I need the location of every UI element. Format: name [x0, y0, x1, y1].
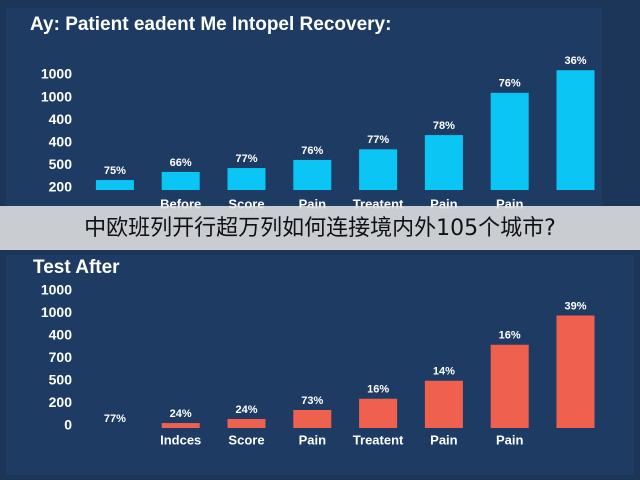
- bar: [424, 380, 463, 428]
- caption: 中欧班列开行超万列如何连接境内外105个城市?: [84, 216, 556, 241]
- bar: [490, 92, 529, 190]
- data-label: 78%: [433, 120, 455, 132]
- x-tick-label: Indces: [160, 432, 201, 447]
- data-label: 77%: [104, 413, 126, 425]
- y-tick-label: 400: [49, 134, 73, 150]
- data-label: 16%: [367, 384, 389, 396]
- bar: [227, 168, 266, 190]
- bar: [359, 398, 398, 428]
- data-label: 66%: [170, 157, 192, 169]
- data-label: 24%: [235, 404, 257, 416]
- x-tick-label: Treatent: [353, 432, 404, 447]
- bar: [556, 315, 595, 428]
- y-tick-label: 1000: [41, 88, 72, 104]
- bar: [556, 70, 595, 190]
- data-label: 76%: [301, 145, 323, 157]
- y-tick-label: 200: [49, 179, 73, 195]
- bar: [490, 344, 529, 428]
- chart-title: Test After: [33, 257, 120, 278]
- bar: [227, 419, 266, 428]
- data-label: 36%: [564, 55, 586, 67]
- y-tick-label: 1000: [41, 282, 72, 298]
- y-tick-label: 700: [49, 349, 73, 365]
- data-label: 75%: [104, 165, 126, 177]
- data-label: 14%: [433, 366, 455, 378]
- x-tick-label: Pain: [496, 432, 524, 447]
- y-tick-label: 1000: [41, 66, 72, 82]
- chart-title: Ay: Patient eadent Me Intopel Recovery:: [30, 14, 391, 35]
- x-tick-label: Pain: [430, 432, 458, 447]
- x-tick-label: Score: [228, 432, 264, 447]
- y-tick-label: 500: [49, 372, 73, 388]
- data-label: 24%: [170, 408, 192, 420]
- data-label: 76%: [499, 78, 521, 90]
- bar: [95, 180, 134, 190]
- x-tick-label: Pain: [299, 432, 327, 447]
- y-tick-label: 400: [49, 111, 73, 127]
- data-label: 77%: [235, 153, 257, 165]
- data-label: 39%: [564, 300, 586, 312]
- y-tick-label: 200: [49, 394, 73, 410]
- bar: [161, 423, 200, 428]
- panel: [6, 255, 634, 475]
- bar: [161, 171, 200, 190]
- caption-banner: [0, 206, 640, 250]
- data-label: 16%: [499, 330, 521, 342]
- bar: [293, 410, 332, 428]
- bar: [293, 159, 332, 190]
- data-label: 77%: [367, 134, 389, 146]
- y-tick-label: 1000: [41, 304, 72, 320]
- data-label: 73%: [301, 395, 323, 407]
- y-tick-label: 500: [49, 156, 73, 172]
- bar: [359, 149, 398, 190]
- bar: [424, 135, 463, 190]
- y-tick-label: 400: [49, 327, 73, 343]
- y-tick-label: 0: [64, 417, 72, 433]
